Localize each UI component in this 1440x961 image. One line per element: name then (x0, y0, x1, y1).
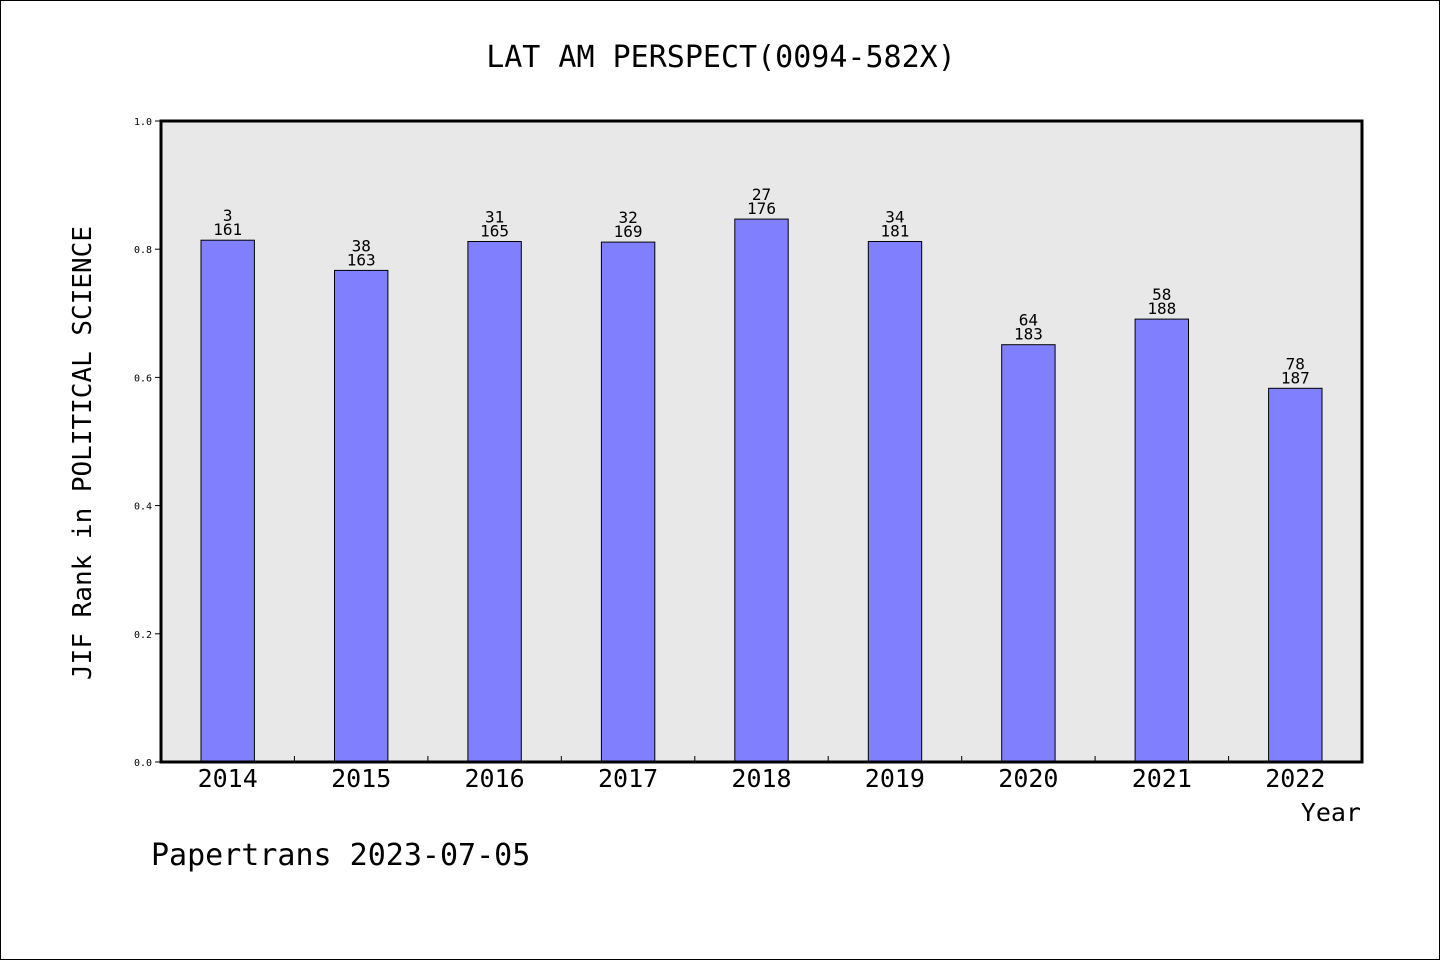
y-tick-label-0.4: 0.4 (134, 502, 152, 513)
axis-layer: 2014 2015 2016 2017 2018 2019 2020 2021 2022 0.0 0… (134, 117, 1325, 793)
chart-title: LAT AM PERSPECT(0094-582X) (486, 40, 956, 75)
bar-2014 (200, 239, 255, 763)
total-label-2014: 161 (213, 220, 242, 239)
x-tick-label-2017: 2017 (598, 764, 658, 793)
total-label-2020: 183 (1014, 325, 1043, 344)
total-label-2016: 165 (480, 222, 509, 241)
footer-credit: Papertrans 2023-07-05 (151, 838, 530, 873)
bar-2021 (1134, 318, 1189, 763)
y-axis-label: JIF Rank in POLITICAL SCIENCE (68, 226, 98, 680)
x-tick-label-2019: 2019 (865, 764, 925, 793)
x-tick-label-2021: 2021 (1132, 764, 1192, 793)
rank-label-2021: 58 (1152, 285, 1171, 304)
x-tick-label-2020: 2020 (998, 764, 1058, 793)
x-tick-label-2022: 2022 (1265, 764, 1325, 793)
y-tick-label-0.2: 0.2 (134, 630, 152, 641)
x-axis-label: Year (1301, 798, 1361, 827)
total-label-2019: 181 (880, 222, 909, 241)
total-label-2015: 163 (347, 250, 376, 269)
bar-2015 (334, 269, 389, 763)
rank-label-2016: 31 (485, 208, 504, 227)
y-tick-label-0.0: 0.0 (134, 758, 152, 769)
x-tick-label-2016: 2016 (464, 764, 524, 793)
bar-2017 (600, 241, 656, 763)
x-tick-label-2018: 2018 (731, 764, 791, 793)
y-tick-label-0.6: 0.6 (134, 373, 152, 384)
y-tick-label-0.8: 0.8 (134, 245, 152, 256)
plot-border (159, 119, 1364, 764)
bar-2022 (1268, 387, 1323, 763)
rank-label-2018: 27 (752, 185, 771, 204)
rank-label-2015: 38 (352, 236, 371, 255)
y-tick-label-1.0: 1.0 (134, 117, 152, 128)
rank-label-2017: 32 (618, 208, 637, 227)
total-label-2017: 169 (614, 222, 643, 241)
bar-2019 (867, 241, 923, 763)
bar-2016 (467, 241, 522, 763)
x-tick-label-2015: 2015 (331, 764, 391, 793)
total-label-2022: 187 (1281, 368, 1310, 387)
bar-2020 (1001, 344, 1056, 763)
x-tick-label-2014: 2014 (198, 764, 258, 793)
rank-label-2020: 64 (1019, 311, 1038, 330)
rank-label-2014: 3 (223, 206, 233, 225)
rank-label-2019: 34 (885, 208, 904, 227)
total-label-2018: 176 (747, 199, 776, 218)
total-label-2021: 188 (1147, 299, 1176, 318)
rank-label-2022: 78 (1286, 354, 1305, 373)
bar-2018 (734, 218, 789, 763)
